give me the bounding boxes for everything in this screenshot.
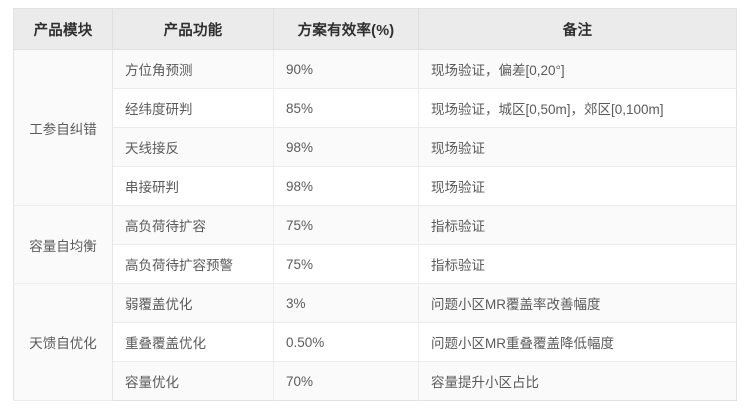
cell-effectiveness-rate: 75% [273,205,419,245]
table-header: 产品模块 产品功能 方案有效率(%) 备注 [13,8,737,50]
cell-product-function: 容量优化 [112,361,274,401]
cell-effectiveness-rate: 0.50% [273,322,419,362]
cell-effectiveness-rate: 98% [273,166,419,206]
table-row: 重叠覆盖优化 0.50% 问题小区MR重叠覆盖降低幅度 [14,322,737,362]
table-row: 串接研判 98% 现场验证 [14,166,737,206]
table-body: 工参自纠错 方位角预测 90% 现场验证，偏差[0,20°] 经纬度研判 85% 现场验证，… [13,49,737,401]
cell-effectiveness-rate: 85% [273,88,419,128]
column-header-module: 产品模块 [13,8,113,50]
table-header-row: 产品模块 产品功能 方案有效率(%) 备注 [13,8,737,50]
cell-effectiveness-rate: 90% [273,49,419,89]
column-header-function: 产品功能 [112,8,274,50]
cell-product-function: 高负荷待扩容 [112,205,274,245]
cell-remark: 现场验证，偏差[0,20°] [418,49,737,89]
cell-product-function: 天线接反 [112,127,274,167]
cell-effectiveness-rate: 98% [273,127,419,167]
cell-remark: 问题小区MR重叠覆盖降低幅度 [418,322,737,362]
cell-remark: 问题小区MR覆盖率改善幅度 [418,283,737,323]
cell-effectiveness-rate: 70% [273,361,419,401]
cell-product-function: 方位角预测 [112,49,274,89]
spec-table-container: 产品模块 产品功能 方案有效率(%) 备注 工参自纠错 方位角预测 90% 现场验证，… [13,8,737,401]
cell-product-function: 重叠覆盖优化 [112,322,274,362]
cell-remark: 容量提升小区占比 [418,361,737,401]
table-row: 高负荷待扩容预警 75% 指标验证 [14,244,737,284]
cell-product-module: 天馈自优化 [13,283,113,401]
table-row: 天馈自优化 弱覆盖优化 3% 问题小区MR覆盖率改善幅度 [13,283,737,401]
cell-remark: 现场验证 [418,127,737,167]
cell-product-function: 弱覆盖优化 [112,283,274,323]
table-row: 工参自纠错 方位角预测 90% 现场验证，偏差[0,20°] [13,49,737,206]
cell-product-function: 串接研判 [112,166,274,206]
cell-remark: 指标验证 [418,205,737,245]
column-header-rate: 方案有效率(%) [273,8,419,50]
cell-product-module: 工参自纠错 [13,49,113,206]
table-row: 容量优化 70% 容量提升小区占比 [14,361,737,401]
cell-remark: 现场验证，城区[0,50m]，郊区[0,100m] [418,88,737,128]
table-row: 天线接反 98% 现场验证 [14,127,737,167]
cell-remark: 指标验证 [418,244,737,284]
column-header-remark: 备注 [418,8,737,50]
cell-product-function: 高负荷待扩容预警 [112,244,274,284]
cell-effectiveness-rate: 75% [273,244,419,284]
table-row: 容量自均衡 高负荷待扩容 75% 指标验证 [13,205,737,284]
cell-effectiveness-rate: 3% [273,283,419,323]
cell-product-module: 容量自均衡 [13,205,113,284]
cell-product-function: 经纬度研判 [112,88,274,128]
table-row: 经纬度研判 85% 现场验证，城区[0,50m]，郊区[0,100m] [14,88,737,128]
product-capability-table: 产品模块 产品功能 方案有效率(%) 备注 工参自纠错 方位角预测 90% 现场验证，… [13,8,737,401]
cell-remark: 现场验证 [418,166,737,206]
